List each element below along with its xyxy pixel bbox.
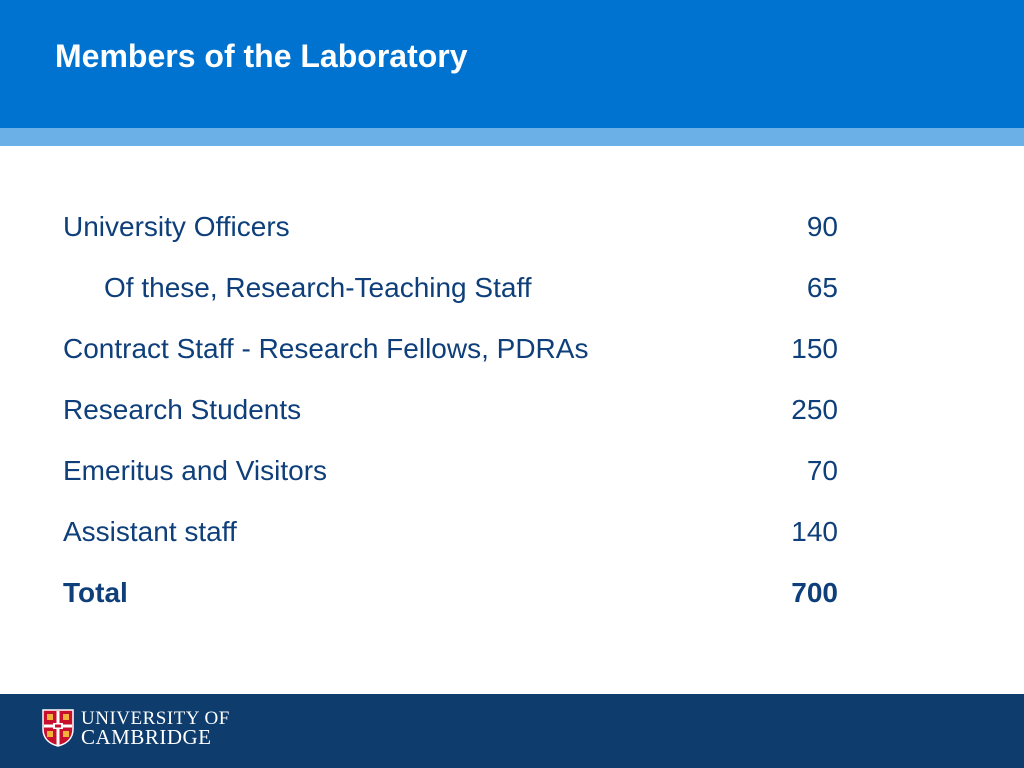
total-label: Total bbox=[63, 577, 128, 608]
row-label: Emeritus and Visitors bbox=[63, 455, 328, 486]
total-value: 700 bbox=[791, 577, 838, 608]
header-bar: Members of the Laboratory bbox=[0, 0, 1024, 128]
university-crest-icon bbox=[42, 709, 74, 747]
footer-bar: UNIVERSITY OF CAMBRIDGE bbox=[0, 694, 1024, 768]
logo-line-2: CAMBRIDGE bbox=[81, 725, 212, 749]
members-table: University Officers 90 Of these, Researc… bbox=[63, 196, 838, 623]
row-value: 140 bbox=[791, 516, 838, 547]
row-value: 70 bbox=[806, 455, 838, 486]
row-label: Research Students bbox=[63, 394, 302, 425]
header-stripe bbox=[0, 128, 1024, 146]
row-label: Of these, Research-Teaching Staff bbox=[104, 272, 532, 303]
logo-line-1: UNIVERSITY OF bbox=[81, 708, 230, 729]
logo-wordmark: UNIVERSITY OF CAMBRIDGE bbox=[81, 708, 230, 749]
table-row: Emeritus and Visitors 70 bbox=[63, 440, 838, 501]
table-row: Contract Staff - Research Fellows, PDRAs… bbox=[63, 318, 838, 379]
table-row: Assistant staff 140 bbox=[63, 501, 838, 562]
row-value: 250 bbox=[791, 394, 838, 425]
table-row: Of these, Research-Teaching Staff 65 bbox=[63, 257, 838, 318]
table-total-row: Total 700 bbox=[63, 562, 838, 623]
row-label: University Officers bbox=[63, 211, 290, 242]
row-value: 65 bbox=[806, 272, 838, 303]
university-logo: UNIVERSITY OF CAMBRIDGE bbox=[42, 708, 230, 749]
row-label: Assistant staff bbox=[63, 516, 237, 547]
slide-title: Members of the Laboratory bbox=[55, 38, 468, 74]
table-row: Research Students 250 bbox=[63, 379, 838, 440]
table-row: University Officers 90 bbox=[63, 196, 838, 257]
row-label: Contract Staff - Research Fellows, PDRAs bbox=[63, 333, 589, 364]
row-value: 90 bbox=[806, 211, 838, 242]
row-value: 150 bbox=[791, 333, 838, 364]
